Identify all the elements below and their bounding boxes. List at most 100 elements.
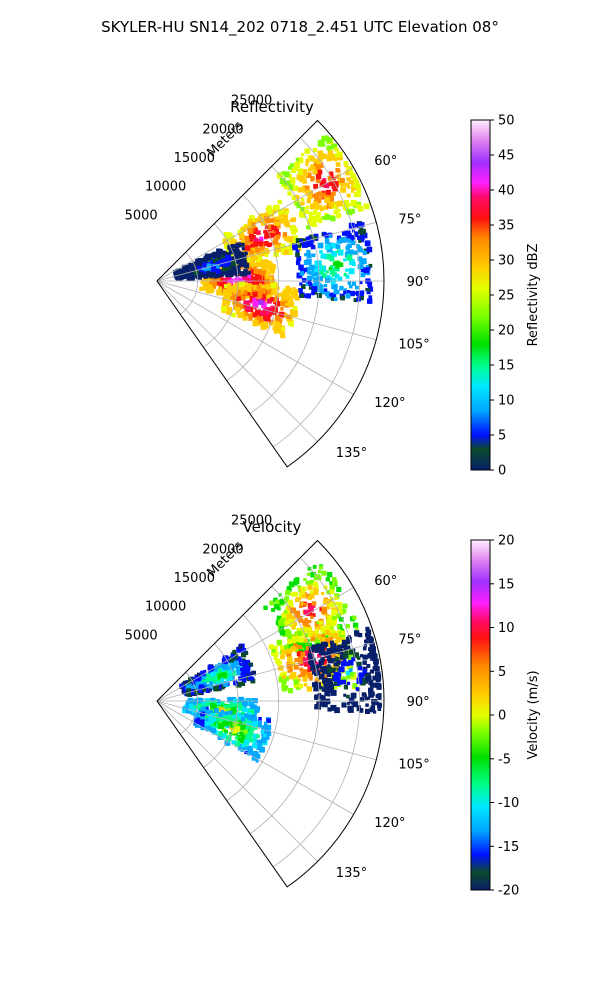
echo-cell [314, 694, 319, 699]
colorbar-tick-label: 10 [498, 394, 515, 409]
echo-cell [359, 697, 365, 702]
echo-cell [312, 604, 316, 608]
echo-cell [260, 324, 267, 330]
echo-cell [271, 608, 275, 612]
echo-cell [239, 303, 245, 310]
echo-cell [324, 197, 330, 203]
echo-cell [316, 643, 322, 649]
echo-cell [248, 233, 254, 239]
echo-cell [355, 626, 359, 630]
echo-cell [372, 710, 377, 714]
echo-cell [269, 600, 275, 606]
echo-cell [329, 196, 334, 202]
echo-cell [308, 215, 313, 220]
echo-cell [229, 240, 233, 245]
echo-cell [287, 191, 292, 196]
echo-cell [322, 178, 327, 182]
echo-cell [252, 719, 258, 725]
echo-cell [203, 720, 209, 726]
echo-cell [227, 704, 231, 708]
echo-cell [329, 292, 334, 297]
echo-cell [256, 734, 260, 739]
echo-cell [283, 600, 287, 604]
echo-cell [357, 256, 363, 262]
echo-cell [308, 286, 312, 290]
echo-cell [228, 666, 233, 671]
echo-cell [262, 725, 266, 729]
echo-cell [284, 596, 288, 601]
echo-cell [188, 702, 193, 707]
echo-cell [236, 292, 242, 297]
echo-cell [243, 300, 250, 307]
echo-cell [233, 254, 239, 260]
echo-cell [324, 629, 330, 635]
radial-tick-label: 10000 [145, 600, 186, 615]
echo-cell [350, 240, 356, 246]
echo-cell [220, 677, 225, 682]
echo-cell [295, 260, 301, 266]
echo-cell [226, 309, 232, 315]
echo-cell [283, 249, 289, 255]
echo-cell [208, 722, 212, 726]
echo-cell [292, 310, 298, 317]
echo-cell [257, 274, 262, 279]
echo-cell [357, 206, 364, 212]
echo-cell [328, 202, 334, 208]
echo-cell [275, 295, 279, 299]
azimuth-tick-label: 135° [336, 446, 367, 461]
echo-cell [263, 721, 268, 726]
echo-cell [358, 235, 364, 241]
echo-cell [346, 694, 350, 699]
echo-cell [255, 706, 260, 712]
echo-cell [336, 262, 341, 267]
echo-cell [235, 266, 240, 271]
echo-cell [269, 281, 273, 285]
echo-cell [305, 205, 310, 210]
azimuth-tick-label: 75° [398, 633, 421, 648]
echo-cell [327, 192, 334, 199]
echo-cell [266, 718, 271, 724]
echo-cell [266, 207, 270, 212]
echo-cells [173, 135, 374, 339]
azimuth-spoke [156, 221, 377, 282]
echo-cell [338, 636, 343, 641]
echo-cell [263, 310, 269, 316]
echo-cell [345, 636, 352, 643]
chart-title: Reflectivity [230, 98, 314, 116]
echo-cell [275, 231, 281, 238]
echo-cell [349, 290, 355, 297]
echo-cell [239, 284, 245, 290]
echo-cell [216, 253, 222, 259]
echo-cell [299, 290, 303, 294]
echo-cell [218, 683, 222, 688]
echo-cell [289, 240, 295, 245]
echo-cell [355, 191, 361, 197]
echo-cell [210, 722, 214, 727]
echo-cell [307, 632, 313, 638]
echo-cell [253, 322, 258, 326]
echo-cell [330, 643, 337, 650]
echo-cell [308, 620, 312, 624]
echo-cell [305, 293, 311, 299]
echo-cell [284, 619, 290, 625]
echo-cell [317, 204, 322, 210]
azimuth-spoke [156, 700, 318, 862]
echo-cell [237, 312, 244, 319]
echo-cell [227, 282, 231, 286]
echo-cell [268, 644, 274, 650]
echo-cell [297, 244, 301, 248]
echo-cell [260, 288, 267, 295]
echo-cell [250, 255, 256, 261]
echo-cell [357, 186, 361, 190]
echo-cell [331, 203, 337, 209]
echo-cell [287, 184, 294, 191]
echo-cell [230, 244, 235, 249]
echo-cell [227, 696, 233, 703]
echo-cell [327, 707, 332, 712]
echo-cell [186, 688, 192, 693]
echo-cell [294, 658, 299, 663]
echo-cell [282, 235, 286, 239]
echo-cell [318, 673, 325, 680]
echo-cell [218, 277, 224, 283]
chart-panel-1: Reflectivity60°75°90°105°120°135°5000100… [125, 94, 541, 479]
